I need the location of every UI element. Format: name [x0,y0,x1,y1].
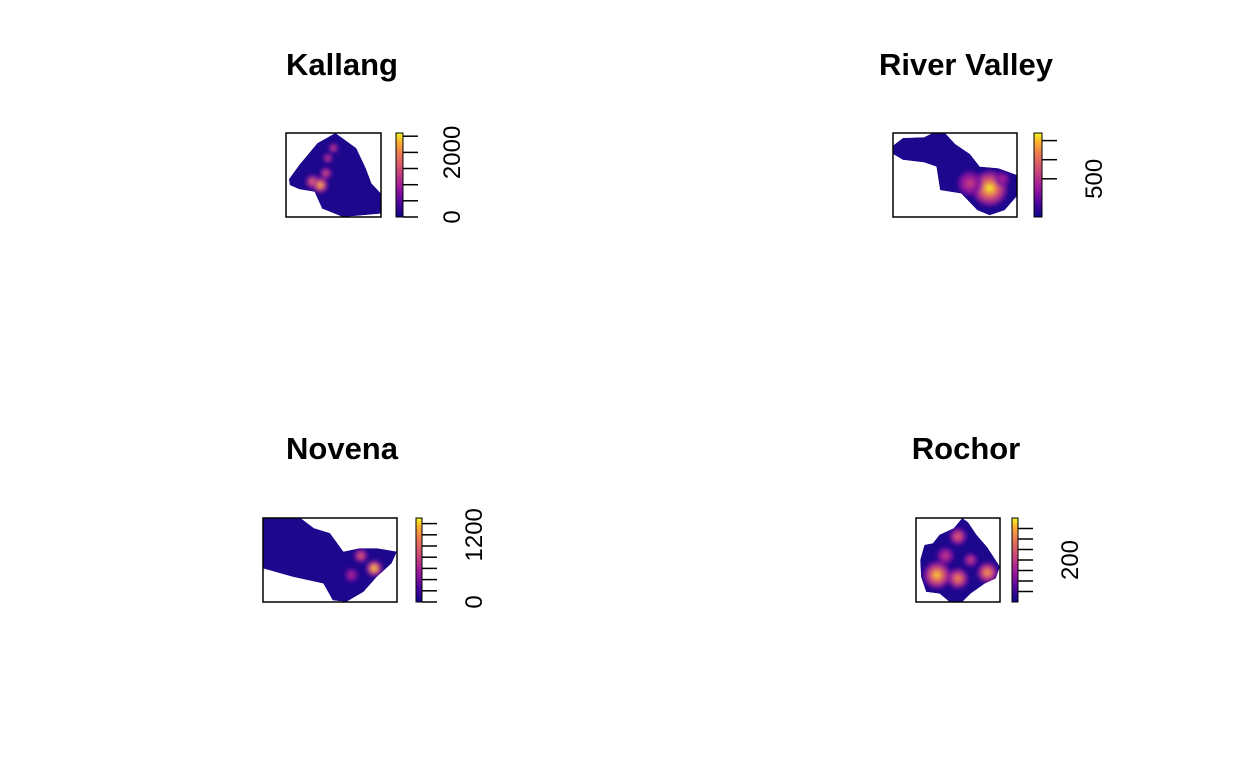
hotspot [967,180,973,186]
legend-tick-label: 0 [439,210,466,223]
hotspot [985,570,990,575]
hotspot [1000,177,1004,181]
density-map [288,133,381,217]
legend-colorbar [395,132,404,218]
hotspot [956,534,960,539]
region-base [263,518,397,602]
panel-title: Novena [286,431,399,466]
legend-colorbar [415,517,423,603]
plot-frame [892,132,1018,218]
hotspot [372,566,376,571]
legend-colorbar [1033,132,1043,218]
hotspot [350,573,353,577]
panel-title: Kallang [286,47,398,82]
hotspot [934,572,940,578]
density-map [893,133,1017,216]
hotspot [324,172,327,175]
legend-tick-label: 200 [1057,540,1084,580]
legend-tick-label: 500 [1081,159,1108,199]
legend-colorbar [1011,517,1019,603]
plot-frame [285,132,382,218]
hotspot [986,184,994,192]
panel-title: River Valley [879,47,1054,82]
panel-title: Rochor [912,431,1021,466]
hotspot [359,554,363,558]
legend-tick-label: 2000 [439,126,466,179]
density-map [263,518,397,602]
legend-tick-label: 1200 [461,508,488,561]
plot-frame [915,517,1001,603]
legend-tick-label: 0 [461,595,488,608]
region-base [288,133,381,217]
density-map [920,518,1000,602]
hotspot [969,558,972,562]
hotspot [318,183,322,187]
hotspot [943,554,948,558]
hotspot [326,157,329,160]
hotspot [956,576,960,581]
hotspot [332,147,335,150]
plot-frame [262,517,398,603]
